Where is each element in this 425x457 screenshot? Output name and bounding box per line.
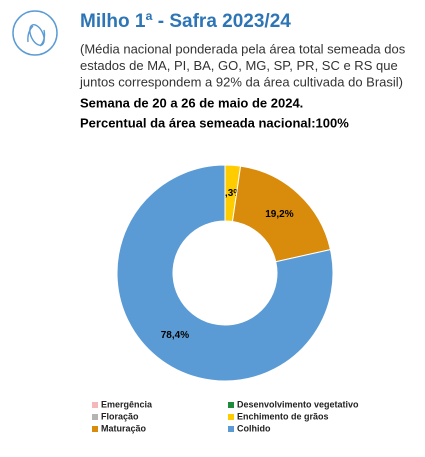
legend-label: Floração xyxy=(101,411,139,421)
legend-swatch xyxy=(228,414,234,420)
legend-label: Desenvolvimento vegetativo xyxy=(237,399,359,409)
legend-label: Colhido xyxy=(237,423,271,433)
subtitle-line: (Média nacional ponderada pela área tota… xyxy=(80,41,406,56)
week-label: Semana de 20 a 26 de maio de 2024. xyxy=(80,95,303,110)
legend-label: Maturação xyxy=(101,423,147,433)
legend-label: Emergência xyxy=(101,399,153,409)
legend-swatch xyxy=(92,402,98,408)
value-label: 78,4% xyxy=(161,330,189,341)
subtitle-line: juntos correspondem a 92% da área cultiv… xyxy=(79,74,403,89)
legend-swatch xyxy=(92,426,98,432)
coverage-label: Percentual da área semeada nacional:100% xyxy=(80,115,349,130)
donut-slice xyxy=(231,165,332,263)
legend-swatch xyxy=(228,402,234,408)
chart-title: Milho 1ª - Safra 2023/24 xyxy=(80,11,291,32)
donut-slice xyxy=(116,164,334,382)
value-label: 19,2% xyxy=(265,209,293,220)
subtitle-line: estados de MA, PI, BA, GO, MG, SP, PR, S… xyxy=(80,58,398,73)
legend-swatch xyxy=(92,414,98,420)
value-label: 2,3% xyxy=(219,188,242,199)
legend-label: Enchimento de grãos xyxy=(237,411,329,421)
crop-icon xyxy=(12,10,58,56)
legend-swatch xyxy=(228,426,234,432)
